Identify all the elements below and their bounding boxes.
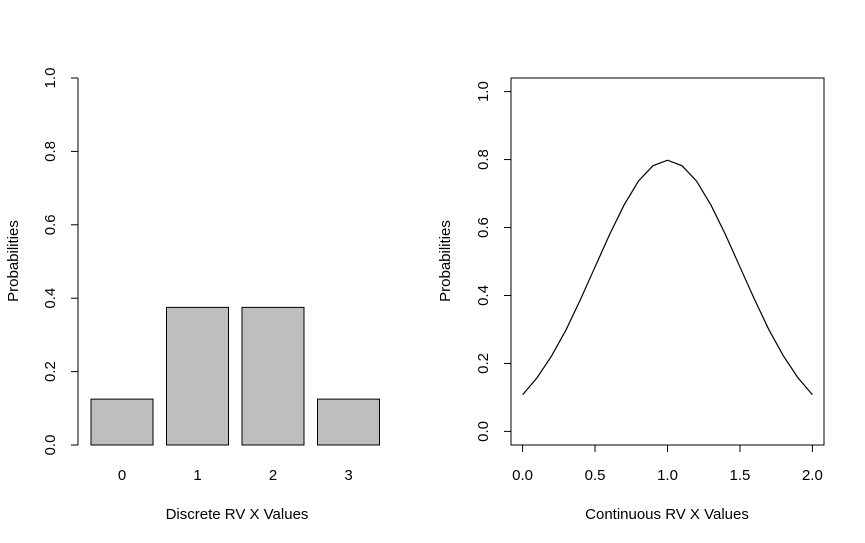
y-tick-label: 0.6 [42,214,59,235]
x-category-label: 1 [193,467,201,484]
y-tick-label: 0.0 [42,435,59,456]
y-tick-label: 0.2 [475,353,492,374]
x-axis-title: Continuous RV X Values [585,506,749,523]
density-curve [522,159,813,396]
y-tick-label: 0.8 [42,141,59,162]
x-tick-label: 1.0 [657,467,678,484]
x-tick-label: 2.0 [802,467,823,484]
y-tick-label: 1.0 [475,81,492,102]
discrete-bar-chart: 0.0 0.2 0.4 0.6 0.8 1.0 0 1 2 3 Discrete RV X Valu… [5,68,380,523]
bar [166,306,229,446]
bar [90,398,154,446]
y-axis-title: Probabilities [437,220,454,302]
bar [241,306,305,446]
x-axis-title: Discrete RV X Values [166,506,309,523]
bar [317,398,380,446]
x-category-label: 0 [118,467,126,484]
x-category-label: 3 [344,467,352,484]
plot-frame [510,77,825,446]
y-tick-label: 0.8 [475,149,492,170]
y-tick-label: 0.4 [42,288,59,309]
y-tick-label: 0.6 [475,217,492,238]
y-axis-title: Probabilities [5,220,22,302]
x-tick-label: 0.0 [512,467,533,484]
y-tick-label: 0.2 [42,361,59,382]
y-tick-label: 0.0 [475,421,492,442]
x-tick-label: 0.5 [585,467,606,484]
x-category-label: 2 [269,467,277,484]
y-tick-label: 1.0 [42,68,59,89]
x-tick-label: 1.5 [730,467,751,484]
continuous-line-chart: 0.0 0.5 1.0 1.5 2.0 0.0 0.2 0.4 0.6 0.8 1.0 Continu… [437,77,825,523]
y-tick-label: 0.4 [475,285,492,306]
